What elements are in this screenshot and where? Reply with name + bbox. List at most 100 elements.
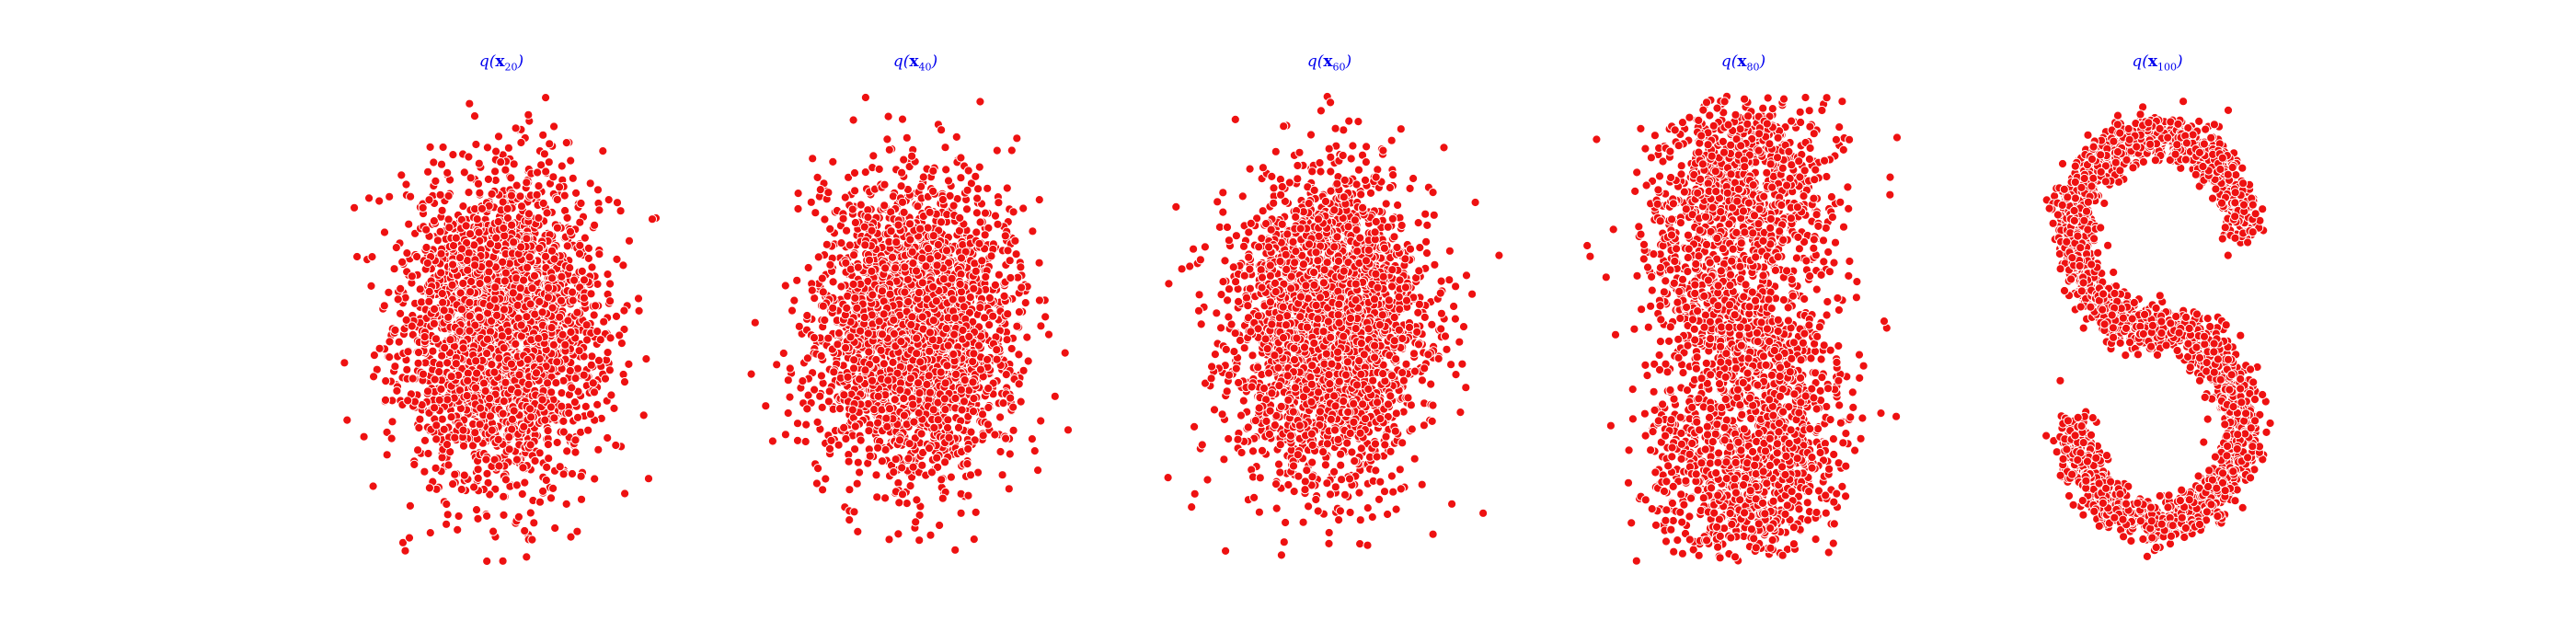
scatter-point — [834, 440, 844, 450]
scatter-point — [611, 311, 622, 321]
scatter-point — [956, 508, 966, 518]
scatter-point — [424, 483, 435, 493]
scatter-point — [785, 392, 795, 402]
scatter-point — [482, 143, 492, 153]
scatter-point — [882, 134, 892, 144]
scatter-point — [812, 172, 822, 183]
scatter-point — [592, 327, 603, 337]
scatter-point — [899, 394, 909, 404]
scatter-point — [849, 250, 859, 260]
scatter-point — [995, 412, 1006, 422]
scatter-point — [496, 157, 506, 167]
scatter-point — [577, 266, 587, 276]
scatter-point — [525, 299, 535, 309]
scatter-point — [435, 226, 445, 236]
scatter-point — [1034, 195, 1044, 205]
scatter-point — [807, 285, 817, 295]
scatter-point — [811, 478, 822, 489]
scatter-point — [458, 441, 469, 451]
scatter-point — [440, 342, 450, 353]
scatter-point — [872, 492, 882, 502]
scatter-point — [813, 464, 823, 474]
scatter-point — [473, 178, 484, 189]
scatter-point — [369, 351, 380, 361]
scatter-point — [394, 337, 404, 347]
scatter-point — [1016, 262, 1026, 272]
scatter-point — [442, 440, 453, 450]
scatter-point — [605, 296, 615, 306]
scatter-point — [1028, 226, 1038, 236]
scatter-point — [522, 234, 532, 244]
scatter-point — [641, 354, 651, 364]
scatter-point — [809, 333, 820, 343]
scatter-point — [546, 246, 558, 256]
scatter-point — [450, 432, 460, 443]
scatter-point — [386, 433, 397, 443]
scatter-point — [591, 301, 601, 311]
scatter-point — [512, 300, 523, 310]
scatter-point — [549, 413, 559, 423]
scatter-point — [972, 193, 983, 203]
scatter-point — [434, 395, 444, 405]
scatter-point — [908, 462, 918, 472]
scatter-point — [954, 225, 964, 236]
scatter-point — [969, 535, 979, 545]
scatter-point — [575, 240, 585, 250]
scatter-point — [899, 155, 909, 165]
scatter-point — [436, 268, 446, 278]
scatter-point — [557, 388, 567, 398]
scatter-point — [988, 311, 998, 321]
scatter-plot — [339, 93, 661, 567]
scatter-point — [421, 242, 431, 253]
scatter-point — [408, 374, 418, 384]
scatter-point — [424, 286, 434, 297]
scatter-point — [519, 421, 529, 431]
scatter-point — [518, 463, 528, 473]
scatter-point — [558, 427, 569, 437]
scatter-point — [926, 530, 936, 540]
scatter-point — [458, 278, 468, 289]
scatter-point — [1003, 246, 1013, 256]
scatter-point — [512, 387, 523, 397]
scatter-point — [437, 453, 447, 463]
scatter-point — [966, 178, 976, 189]
scatter-point — [490, 167, 500, 177]
scatter-point — [1022, 332, 1032, 342]
scatter-point — [458, 201, 468, 212]
scatter-point — [558, 329, 568, 339]
scatter-point — [604, 195, 614, 205]
scatter-point — [503, 143, 513, 153]
scatter-point — [856, 326, 866, 336]
scatter-point — [800, 436, 811, 447]
scatter-point — [932, 453, 942, 463]
scatter-point — [472, 368, 482, 378]
scatter-point — [487, 316, 497, 326]
scatter-point — [956, 385, 966, 395]
scatter-point — [1010, 236, 1020, 246]
title-sub: 40 — [918, 61, 932, 74]
scatter-point — [566, 155, 576, 166]
scatter-point — [822, 239, 832, 249]
scatter-point — [482, 556, 492, 567]
scatter-point — [551, 378, 561, 388]
scatter-point — [412, 251, 422, 262]
scatter-point — [443, 214, 454, 224]
scatter-point — [943, 415, 953, 425]
scatter-point — [581, 401, 591, 411]
scatter-point — [975, 97, 985, 107]
scatter-point — [897, 167, 907, 178]
scatter-point — [810, 385, 820, 395]
scatter-point — [984, 320, 995, 330]
scatter-point — [459, 470, 469, 480]
scatter-point — [624, 359, 634, 369]
scatter-point — [783, 375, 793, 385]
scatter-point — [446, 372, 456, 382]
scatter-point — [574, 346, 584, 356]
scatter-point — [391, 243, 401, 253]
scatter-point — [500, 165, 511, 175]
scatter-point — [544, 282, 554, 293]
scatter-point — [541, 475, 551, 486]
scatter-point — [937, 194, 948, 205]
scatter-point — [575, 217, 585, 227]
scatter-point — [498, 556, 508, 566]
